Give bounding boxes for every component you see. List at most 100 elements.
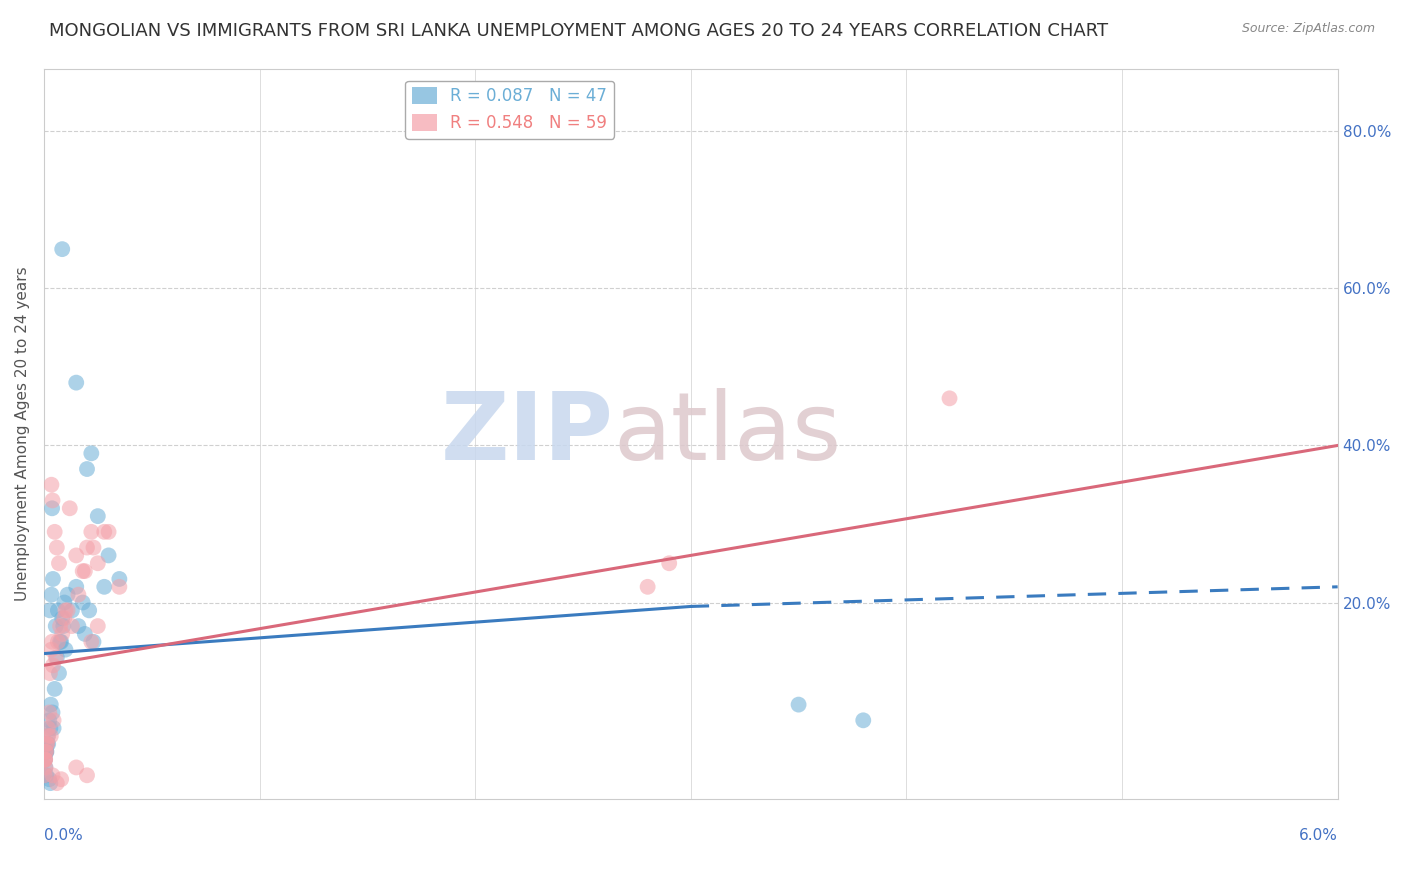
Point: [55, 603, 77, 617]
Point: [41, 493, 63, 508]
Point: [34, 745, 56, 759]
Point: [37, 721, 59, 735]
Point: [37, 729, 59, 743]
Point: [51, 627, 73, 641]
Point: [60, 619, 83, 633]
Point: [51, 242, 73, 256]
Point: [41, 477, 63, 491]
Point: [39, 666, 62, 681]
Point: [42, 714, 65, 728]
Point: [108, 572, 131, 586]
Point: [55, 642, 77, 657]
Point: [76, 541, 98, 555]
Point: [38, 706, 60, 720]
Point: [41, 768, 63, 782]
Point: [82, 541, 104, 555]
Text: ZIP: ZIP: [440, 388, 613, 480]
Point: [41, 588, 63, 602]
Point: [38, 714, 60, 728]
Text: atlas: atlas: [613, 388, 841, 480]
Point: [93, 524, 115, 539]
Point: [35, 745, 58, 759]
Point: [39, 776, 62, 790]
Point: [39, 721, 62, 735]
Point: [87, 619, 110, 633]
Point: [49, 634, 72, 648]
Point: [67, 588, 90, 602]
Point: [80, 634, 103, 648]
Point: [80, 446, 103, 460]
Point: [65, 549, 87, 563]
Point: [41, 501, 63, 516]
Point: [42, 721, 65, 735]
Point: [34, 753, 56, 767]
Point: [41, 706, 63, 720]
Point: [87, 509, 110, 524]
Text: 6.0%: 6.0%: [1299, 828, 1337, 843]
Point: [76, 462, 98, 476]
Point: [45, 619, 67, 633]
Point: [45, 541, 67, 555]
Y-axis label: Unemployment Among Ages 20 to 24 years: Unemployment Among Ages 20 to 24 years: [15, 267, 30, 601]
Point: [37, 729, 59, 743]
Point: [48, 556, 70, 570]
Point: [65, 376, 87, 390]
Point: [53, 595, 76, 609]
Text: Source: ZipAtlas.com: Source: ZipAtlas.com: [1241, 22, 1375, 36]
Point: [938, 392, 960, 406]
Point: [35, 768, 58, 782]
Point: [787, 698, 810, 712]
Point: [52, 619, 75, 633]
Point: [56, 603, 79, 617]
Point: [34, 753, 56, 767]
Point: [65, 580, 87, 594]
Point: [65, 760, 87, 774]
Point: [82, 634, 104, 648]
Point: [41, 642, 63, 657]
Text: MONGOLIAN VS IMMIGRANTS FROM SRI LANKA UNEMPLOYMENT AMONG AGES 20 TO 24 YEARS CO: MONGOLIAN VS IMMIGRANTS FROM SRI LANKA U…: [49, 22, 1108, 40]
Point: [39, 603, 62, 617]
Point: [44, 524, 66, 539]
Point: [637, 580, 659, 594]
Point: [87, 556, 110, 570]
Point: [37, 737, 59, 751]
Point: [56, 588, 79, 602]
Point: [39, 729, 62, 743]
Point: [37, 737, 59, 751]
Point: [48, 666, 70, 681]
Point: [73, 564, 96, 578]
Point: [49, 634, 72, 648]
Point: [49, 619, 72, 633]
Text: 0.0%: 0.0%: [44, 828, 83, 843]
Point: [852, 714, 875, 728]
Point: [34, 760, 56, 774]
Point: [108, 580, 131, 594]
Point: [35, 745, 58, 759]
Point: [34, 753, 56, 767]
Point: [38, 772, 60, 787]
Point: [34, 768, 56, 782]
Point: [42, 572, 65, 586]
Point: [35, 737, 58, 751]
Point: [42, 658, 65, 673]
Point: [41, 634, 63, 648]
Point: [59, 501, 82, 516]
Point: [97, 524, 120, 539]
Point: [76, 768, 98, 782]
Point: [93, 580, 115, 594]
Point: [35, 745, 58, 759]
Point: [51, 611, 73, 625]
Point: [80, 524, 103, 539]
Point: [72, 595, 94, 609]
Point: [45, 650, 67, 665]
Point: [46, 603, 69, 617]
Point: [67, 619, 90, 633]
Point: [46, 634, 69, 648]
Legend: R = 0.087   N = 47, R = 0.548   N = 59: R = 0.087 N = 47, R = 0.548 N = 59: [405, 80, 614, 138]
Point: [39, 698, 62, 712]
Point: [53, 611, 76, 625]
Point: [35, 745, 58, 759]
Point: [34, 737, 56, 751]
Point: [34, 760, 56, 774]
Point: [44, 681, 66, 696]
